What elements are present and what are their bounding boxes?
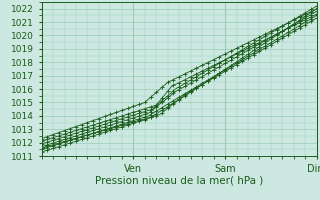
- X-axis label: Pression niveau de la mer( hPa ): Pression niveau de la mer( hPa ): [95, 175, 263, 185]
